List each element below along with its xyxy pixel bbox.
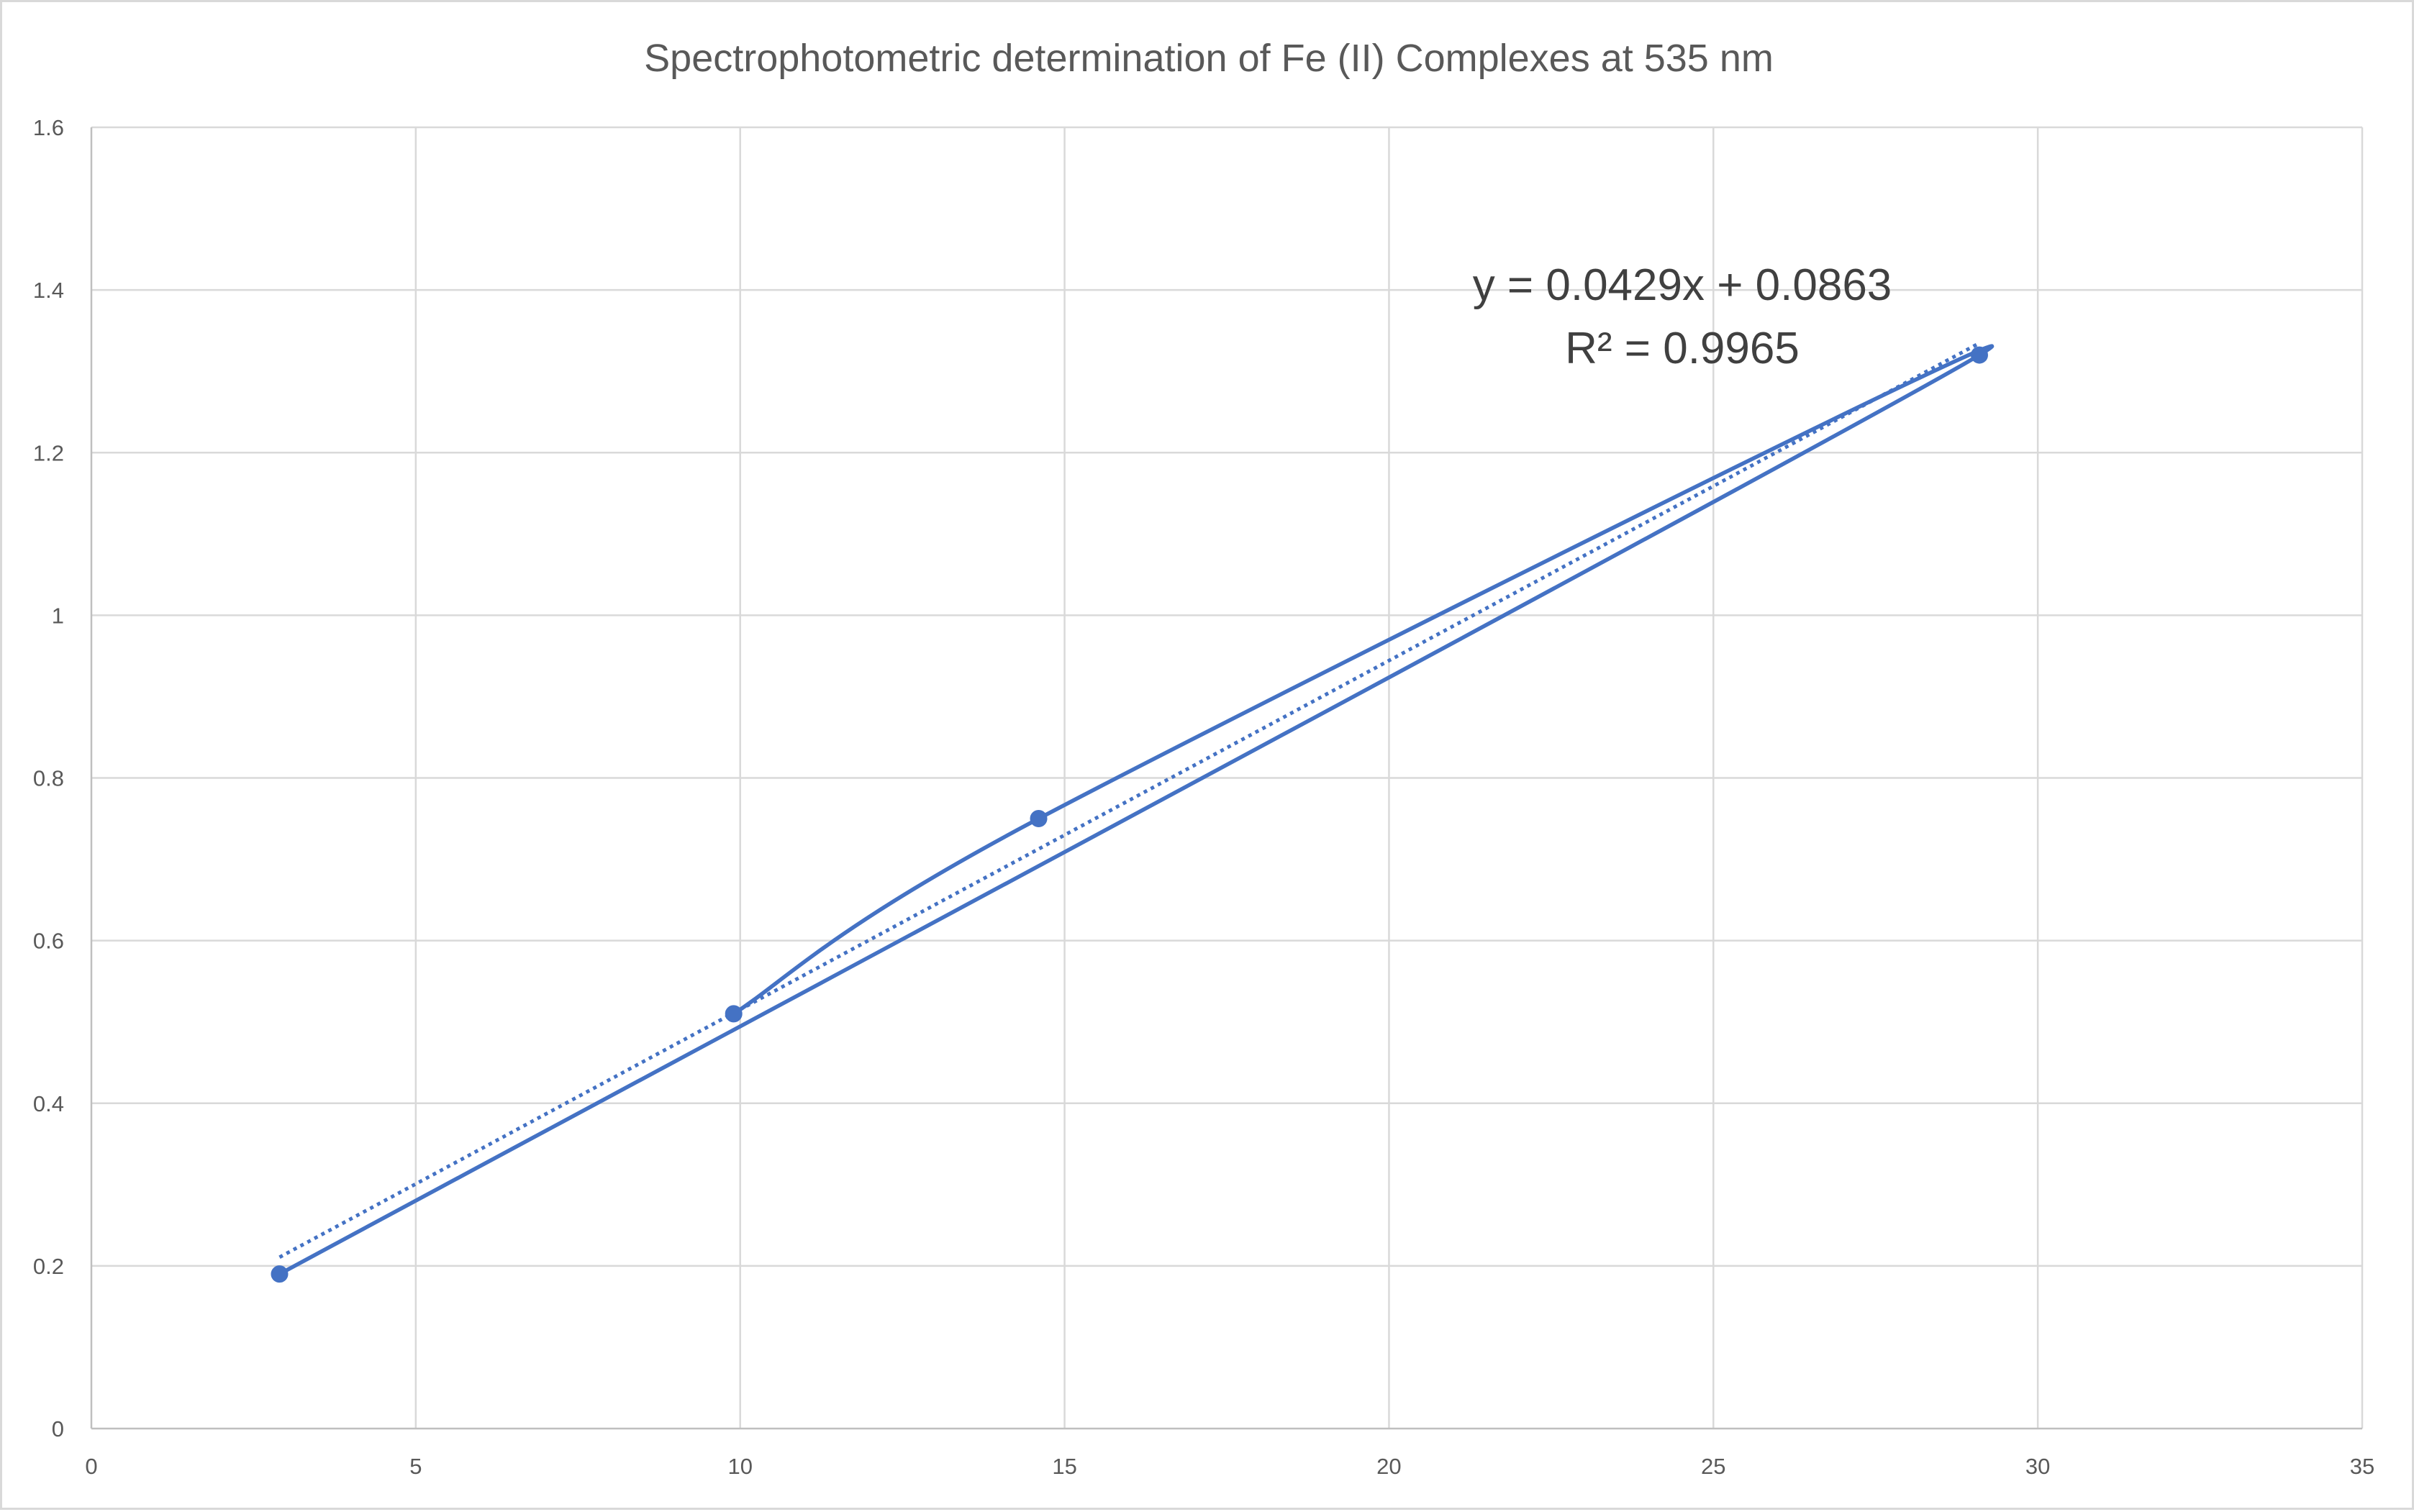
x-tick-label: 5 xyxy=(409,1454,422,1479)
trendline-layer xyxy=(278,341,1981,1259)
y-tick-label: 1.2 xyxy=(33,440,64,465)
gridlines xyxy=(91,126,2364,1429)
x-tick-label: 0 xyxy=(85,1454,97,1479)
y-tick-label: 1.6 xyxy=(33,115,64,140)
linear-trendline xyxy=(278,341,1981,1259)
chart-title: Spectrophotometric determination of Fe (… xyxy=(644,37,1774,80)
x-axis-tick-labels: 0 5 10 15 20 25 30 35 xyxy=(85,1454,2374,1479)
axes xyxy=(90,127,2362,1430)
data-point-2 xyxy=(1970,346,1988,364)
y-tick-label: 1.4 xyxy=(33,278,64,303)
trendline-equation: y = 0.0429x + 0.0863 xyxy=(1473,260,1892,310)
x-tick-label: 35 xyxy=(2350,1454,2374,1479)
y-tick-label: 0.2 xyxy=(33,1254,64,1279)
y-tick-label: 0.8 xyxy=(33,766,64,791)
x-tick-label: 15 xyxy=(1052,1454,1076,1479)
trendline-r-squared: R² = 0.9965 xyxy=(1565,324,1800,373)
x-tick-label: 20 xyxy=(1376,1454,1401,1479)
y-tick-label: 0.4 xyxy=(33,1091,64,1116)
x-tick-label: 30 xyxy=(2025,1454,2050,1479)
y-axis-tick-labels: 0 0.2 0.4 0.6 0.8 1 1.2 1.4 1.6 xyxy=(33,115,64,1442)
data-point-1 xyxy=(271,1265,289,1283)
y-tick-label: 0 xyxy=(52,1416,64,1442)
series-layer xyxy=(277,344,1995,1276)
data-points xyxy=(271,346,1988,1283)
x-tick-label: 25 xyxy=(1701,1454,1725,1479)
data-point-4 xyxy=(725,1005,743,1023)
x-tick-label: 10 xyxy=(727,1454,752,1479)
series-line xyxy=(277,344,1995,1276)
y-tick-label: 0.6 xyxy=(33,929,64,954)
y-tick-label: 1 xyxy=(52,603,64,628)
data-point-3 xyxy=(1030,810,1048,828)
